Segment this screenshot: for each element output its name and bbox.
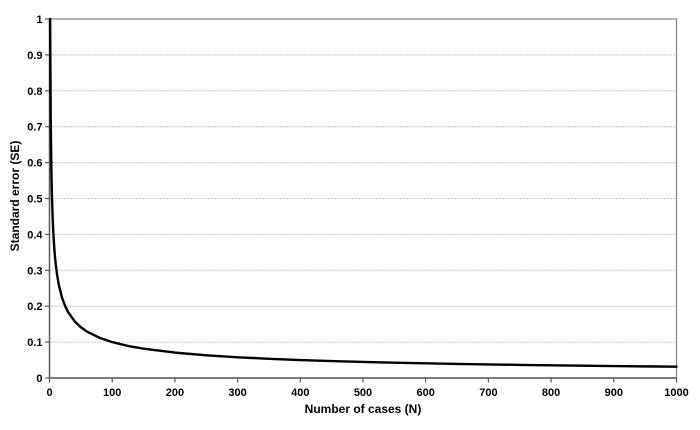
- y-tick-label: 0.7: [27, 122, 42, 134]
- x-tick-label: 800: [542, 387, 560, 399]
- y-tick-label: 0.5: [27, 194, 42, 206]
- x-tick-label: 200: [166, 387, 184, 399]
- x-tick-label: 700: [479, 387, 497, 399]
- se-curve: [48, 17, 678, 368]
- x-tick-label: 900: [605, 387, 623, 399]
- x-tick-label: 300: [228, 387, 246, 399]
- x-tick-label: 1000: [664, 387, 688, 399]
- y-tick-label: 0: [36, 373, 42, 385]
- y-tick-label: 0.8: [27, 86, 42, 98]
- y-tick-label: 0.4: [27, 229, 43, 241]
- y-tick-label: 0.3: [27, 265, 42, 277]
- y-tick-label: 0.2: [27, 301, 42, 313]
- y-axis-title: Standard error (SE): [8, 140, 22, 252]
- x-tick-label: 100: [103, 387, 121, 399]
- x-tick-label: 500: [354, 387, 372, 399]
- x-tick-label: 0: [46, 387, 52, 399]
- plot-border: [48, 18, 678, 379]
- y-tick-label: 0.1: [27, 337, 42, 349]
- x-axis-title: Number of cases (N): [304, 402, 422, 416]
- x-tick-label: 600: [417, 387, 435, 399]
- x-tick-label: 400: [291, 387, 309, 399]
- y-tick-label: 0.9: [27, 50, 42, 62]
- y-tick-label: 0.6: [27, 158, 42, 170]
- y-tick-label: 1: [36, 14, 42, 26]
